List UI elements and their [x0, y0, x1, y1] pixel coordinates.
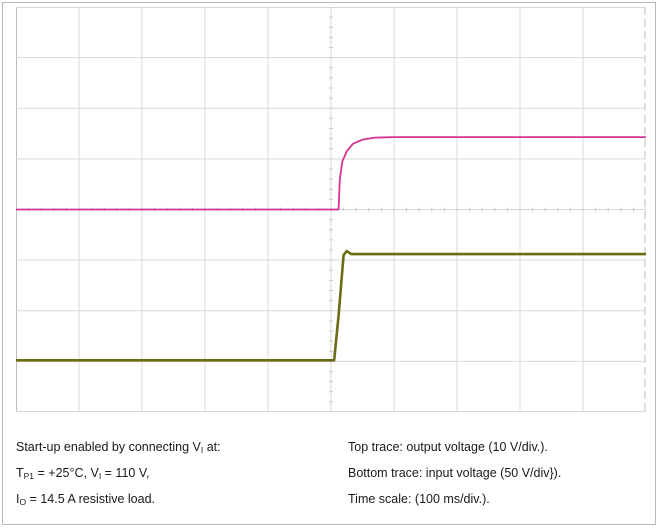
caption-line-vi-connect: Start-up enabled by connecting VI at: — [16, 440, 221, 455]
oscilloscope-plot — [16, 7, 646, 412]
caption-line-conditions: TP1 = +25°C, VI = 110 V, — [16, 466, 150, 481]
caption-line-load: IO = 14.5 A resistive load. — [16, 492, 156, 507]
output-voltage-trace — [16, 136, 646, 211]
plot-traces — [16, 136, 646, 362]
caption-time-scale: Time scale: (100 ms/div.). — [348, 492, 490, 506]
figure-frame — [2, 2, 656, 525]
caption-bottom-trace: Bottom trace: input voltage (50 V/div}). — [348, 466, 562, 480]
input-voltage-trace — [16, 249, 646, 362]
caption-top-trace: Top trace: output voltage (10 V/div.). — [348, 440, 548, 454]
